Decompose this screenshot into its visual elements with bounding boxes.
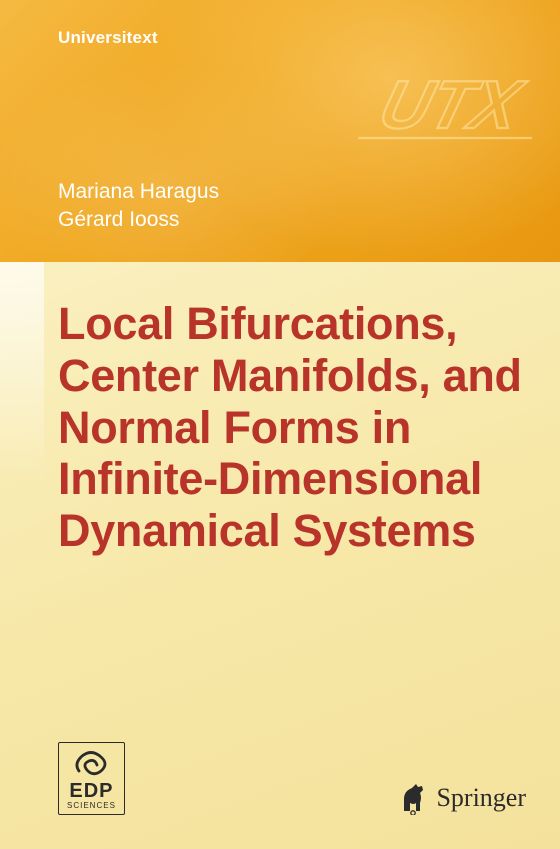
header-band: Universitext UTX Mariana Haragus Gérard … [0,0,560,262]
series-label: Universitext [58,28,158,48]
left-accent [0,262,44,482]
springer-horse-icon [398,781,428,815]
authors-block: Mariana Haragus Gérard Iooss [58,178,219,235]
springer-logo: Springer [398,781,526,815]
springer-name: Springer [436,783,526,813]
edp-name: EDP [69,781,113,801]
author-1: Mariana Haragus [58,178,219,206]
edp-sub: SCIENCES [67,802,116,810]
edp-swirl-icon [71,749,111,779]
edp-sciences-logo: EDP SCIENCES [58,742,125,815]
author-2: Gérard Iooss [58,206,219,234]
utx-series-logo: UTX [342,50,532,160]
book-title: Local Bifurcations, Center Manifolds, an… [58,298,530,557]
svg-text:UTX: UTX [372,66,532,143]
book-cover: Universitext UTX Mariana Haragus Gérard … [0,0,560,849]
publisher-row: EDP SCIENCES Springer [58,742,526,815]
